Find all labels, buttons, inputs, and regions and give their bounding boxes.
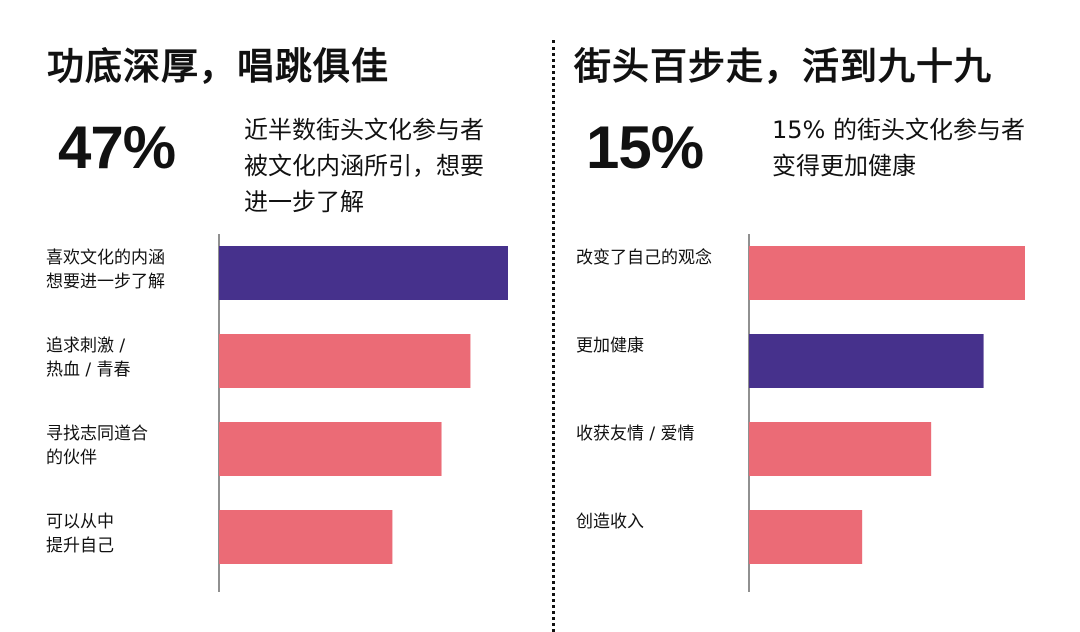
left-title: 功底深厚，唱跳俱佳 (47, 45, 389, 88)
right-chart-bar (749, 422, 932, 476)
left-chart-category-label: 可以从中 (46, 512, 114, 532)
left-chart-category-label: 想要进一步了解 (46, 272, 165, 292)
right-chart-bar (749, 246, 1025, 300)
left-chart-category-label: 热血 / 青春 (46, 360, 131, 380)
right-chart-bar (749, 334, 984, 388)
dotted-divider (552, 40, 555, 632)
right-stat-number: 15% (586, 114, 704, 181)
left-chart-category-label: 提升自己 (46, 536, 114, 556)
right-title: 街头百步走，活到九十九 (574, 45, 992, 88)
left-chart-bar (219, 510, 393, 564)
right-chart-category-label: 创造收入 (576, 512, 644, 532)
right-chart-bar (749, 510, 863, 564)
left-chart-category-label: 追求刺激 / (46, 336, 125, 356)
left-chart-category-label: 喜欢文化的内涵 (46, 248, 165, 268)
left-stat-description: 近半数街头文化参与者 被文化内涵所引，想要 进一步了解 (244, 116, 484, 216)
left-panel: 功底深厚，唱跳俱佳 47% 近半数街头文化参与者 被文化内涵所引，想要 进一步了… (46, 45, 508, 592)
right-chart-category-label: 更加健康 (576, 336, 644, 356)
left-chart-category-label: 的伙伴 (46, 448, 97, 468)
right-panel: 街头百步走，活到九十九 15% 15% 的街头文化参与者 变得更加健康 改变了自… (560, 0, 1080, 632)
left-chart-bar (219, 246, 508, 300)
left-chart-bar (219, 334, 471, 388)
right-stat-description: 15% 的街头文化参与者 变得更加健康 (772, 116, 1025, 180)
right-chart-category-label: 收获友情 / 爱情 (576, 424, 695, 444)
left-chart-bar (219, 422, 442, 476)
left-chart-category-label: 寻找志同道合 (46, 424, 148, 444)
right-chart-category-label: 改变了自己的观念 (576, 247, 712, 268)
left-stat-number: 47% (58, 114, 176, 181)
